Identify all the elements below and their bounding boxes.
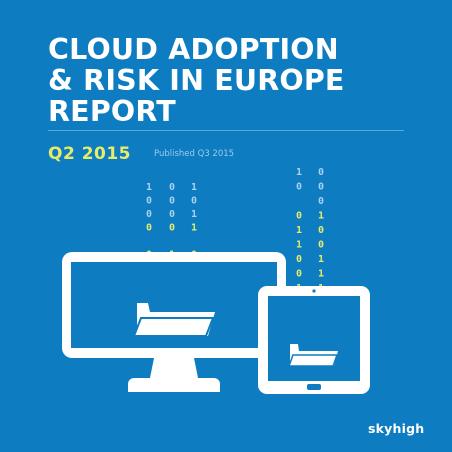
binary-digit: 0	[318, 240, 324, 251]
tablet-icon	[258, 286, 370, 394]
binary-digit: 0	[169, 196, 175, 207]
binary-digit: 0	[296, 211, 302, 222]
binary-stream-right: 10011001000100111	[296, 167, 324, 294]
binary-digit: 1	[191, 223, 197, 234]
title-line-3: REPORT	[48, 95, 176, 128]
binary-digit: 1	[296, 240, 302, 251]
binary-digit: 1	[318, 254, 324, 265]
binary-digit: 0	[169, 223, 175, 234]
binary-digit: 1	[296, 167, 302, 178]
title-line-1: CLOUD ADOPTION	[48, 33, 339, 66]
report-quarter: Q2 2015	[48, 144, 132, 164]
binary-digit: 1	[318, 211, 324, 222]
binary-digit: 0	[146, 209, 152, 220]
binary-digit: 0	[146, 196, 152, 207]
binary-digit: 0	[318, 196, 324, 207]
binary-digit: 1	[296, 225, 302, 236]
skyhigh-logo: skyhigh	[368, 421, 425, 436]
binary-digit: 0	[318, 182, 324, 193]
title-line-2: & RISK IN EUROPE	[48, 64, 345, 97]
binary-digit: 1	[191, 182, 197, 193]
binary-digit: 0	[169, 209, 175, 220]
binary-digit: 0	[191, 196, 197, 207]
binary-digit: 1	[318, 269, 324, 280]
folder-icon	[132, 303, 215, 337]
binary-digit: 0	[169, 182, 175, 193]
binary-digit: 0	[296, 269, 302, 280]
folder-icon	[287, 344, 339, 367]
binary-digit: 0	[318, 225, 324, 236]
binary-digit: 0	[296, 182, 302, 193]
binary-digit: 0	[318, 167, 324, 178]
report-title: CLOUD ADOPTION & RISK IN EUROPE REPORT	[48, 34, 345, 127]
published-date: Published Q3 2015	[154, 149, 235, 159]
desktop-monitor-icon	[62, 252, 286, 392]
binary-digit: 1	[146, 182, 152, 193]
binary-digit: 0	[146, 223, 152, 234]
binary-digit: 0	[296, 254, 302, 265]
binary-digit: 1	[191, 209, 197, 220]
title-divider	[48, 130, 404, 131]
